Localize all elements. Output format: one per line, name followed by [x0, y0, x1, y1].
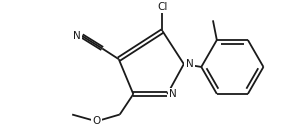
- Text: N: N: [73, 31, 81, 41]
- Text: Cl: Cl: [157, 2, 168, 12]
- Text: O: O: [92, 116, 101, 126]
- Text: N: N: [169, 89, 177, 99]
- Text: N: N: [186, 59, 194, 69]
